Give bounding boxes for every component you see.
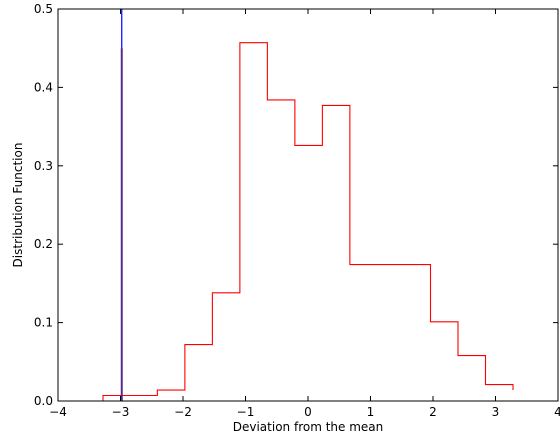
x-tick-label: 4 — [554, 405, 560, 419]
axis-ticks: −4 −3 −2 −1 0 1 2 3 4 0.0 0.1 0.2 0.3 0.4 0.5 — [34, 2, 560, 419]
axes-frame — [57, 8, 559, 402]
x-tick-label: 3 — [492, 405, 500, 419]
y-tick-label: 0.1 — [34, 316, 53, 330]
x-tick-label: 0 — [304, 405, 312, 419]
x-tick-label: −4 — [49, 405, 67, 419]
x-tick-label: −2 — [174, 405, 192, 419]
y-axis-label: Distribution Function — [11, 143, 25, 268]
x-tick-label: 2 — [429, 405, 437, 419]
x-axis-label: Deviation from the mean — [233, 420, 384, 434]
y-tick-label: 0.4 — [34, 80, 53, 94]
y-tick-label: 0.0 — [34, 394, 53, 408]
histogram-step-line-0 — [102, 42, 514, 401]
x-tick-label: −1 — [237, 405, 255, 419]
x-tick-label: 1 — [367, 405, 375, 419]
x-tick-label: −3 — [112, 405, 130, 419]
y-tick-label: 0.5 — [34, 2, 53, 16]
plot-area — [57, 8, 559, 402]
y-tick-label: 0.3 — [34, 159, 53, 173]
y-tick-label: 0.2 — [34, 237, 53, 251]
